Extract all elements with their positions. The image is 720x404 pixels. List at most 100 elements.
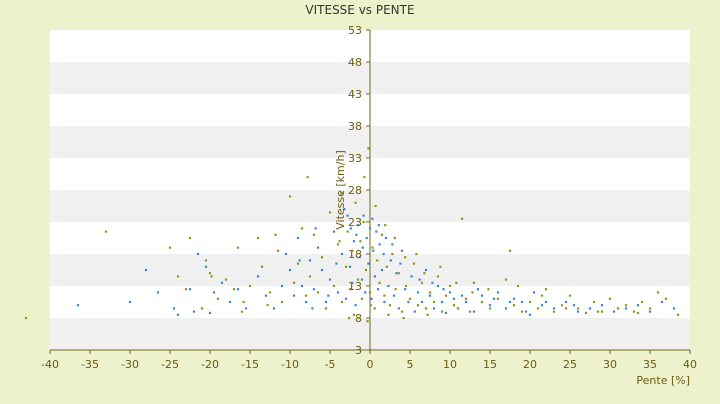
y-tick-label: 28 (348, 184, 362, 197)
data-point (320, 268, 324, 272)
data-point (276, 249, 280, 252)
x-axis: -40 -35 -30 -25 -20 -15 -10 -5 0 5 10 15 20 25 30 35 40 (41, 349, 697, 371)
data-point (368, 227, 372, 230)
data-point (455, 281, 458, 284)
data-point (560, 304, 564, 307)
data-point (402, 316, 405, 320)
data-point (400, 249, 404, 252)
data-point (436, 284, 440, 288)
data-point (540, 304, 544, 307)
data-point (349, 227, 352, 230)
data-point (355, 233, 358, 236)
data-point (352, 313, 356, 316)
data-point (636, 311, 640, 314)
data-point (220, 281, 224, 284)
data-point (383, 294, 386, 297)
data-point (397, 272, 400, 275)
x-tick-label: 35 (643, 358, 657, 371)
data-point (236, 288, 240, 291)
data-point (512, 297, 516, 300)
data-point (360, 297, 364, 300)
data-point (327, 294, 330, 297)
data-point (306, 176, 309, 179)
data-point (308, 259, 312, 262)
data-point (380, 233, 384, 236)
data-point (420, 300, 424, 304)
data-point (413, 310, 416, 313)
data-point (444, 294, 448, 297)
x-tick-label: 40 (683, 358, 697, 371)
data-point (397, 307, 400, 310)
data-point (296, 262, 300, 265)
data-point (460, 217, 464, 220)
x-tick-label: 0 (367, 358, 374, 371)
data-point (364, 291, 367, 294)
data-point (400, 310, 404, 313)
data-point (316, 291, 320, 294)
data-point (335, 262, 338, 265)
data-point (300, 227, 304, 230)
data-point (564, 307, 568, 310)
data-point (676, 313, 680, 316)
data-point (528, 300, 532, 304)
data-point (232, 288, 236, 291)
data-point (354, 304, 357, 307)
data-point (383, 300, 386, 304)
data-point (256, 236, 260, 240)
data-point (648, 310, 652, 313)
data-point (373, 307, 376, 310)
data-point (395, 272, 398, 275)
data-point (516, 284, 520, 288)
data-point (376, 288, 380, 291)
data-point (351, 281, 354, 284)
data-point (312, 288, 316, 291)
data-point (600, 310, 604, 313)
data-point (423, 272, 426, 275)
data-point (392, 294, 396, 297)
data-point (508, 249, 512, 252)
data-point (440, 310, 444, 313)
data-point (636, 304, 640, 307)
data-point (128, 300, 132, 304)
data-point (496, 291, 500, 294)
data-point (196, 252, 200, 256)
data-point (371, 217, 374, 220)
data-point (348, 265, 352, 268)
data-point (268, 291, 272, 294)
y-tick-label: 13 (348, 280, 362, 293)
data-point (568, 294, 572, 297)
data-point (370, 297, 373, 300)
x-tick-label: 20 (523, 358, 537, 371)
data-point (394, 288, 397, 291)
data-point (311, 307, 314, 310)
data-point (272, 307, 276, 310)
data-point (360, 278, 364, 281)
data-point (452, 297, 456, 300)
data-point (292, 294, 296, 297)
data-point (362, 220, 365, 224)
data-point (592, 300, 596, 304)
data-point (456, 307, 460, 310)
data-point (524, 310, 528, 313)
y-tick-label: 38 (348, 120, 362, 133)
data-point (188, 288, 192, 291)
data-point (361, 246, 364, 249)
data-point (369, 304, 372, 307)
data-point (389, 259, 392, 262)
data-point (371, 246, 374, 249)
data-point (240, 310, 244, 313)
x-axis-label: Pente [%] (636, 374, 690, 387)
data-point (640, 300, 644, 304)
data-point (391, 252, 394, 256)
data-point (380, 268, 384, 272)
data-point (188, 236, 192, 240)
data-point (378, 281, 381, 284)
data-point (344, 265, 348, 268)
data-point (596, 310, 600, 313)
x-tick-label: 15 (483, 358, 497, 371)
data-point (204, 265, 208, 268)
data-point (274, 233, 277, 236)
data-point (210, 275, 213, 278)
data-point (404, 288, 407, 291)
data-point (600, 304, 604, 307)
